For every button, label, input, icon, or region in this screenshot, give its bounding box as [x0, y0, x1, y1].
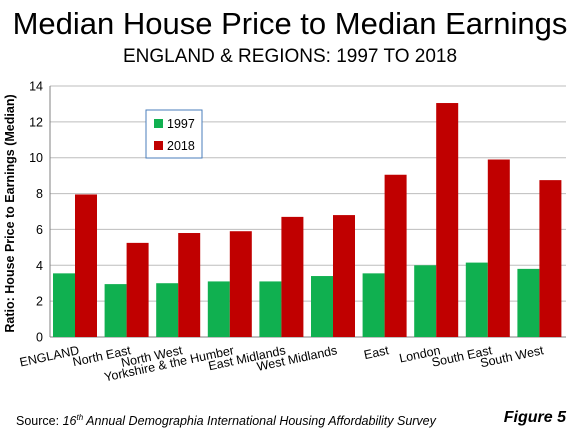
- bar-1997: [465, 262, 488, 337]
- y-tick-label: 6: [36, 223, 43, 237]
- source-prefix: Source:: [16, 414, 63, 429]
- legend-swatch-1997: [154, 119, 163, 128]
- bar-1997: [156, 283, 179, 337]
- bar-1997: [104, 284, 127, 337]
- y-tick-label: 14: [29, 80, 43, 94]
- bar-1997: [259, 281, 282, 337]
- bar-2018: [539, 180, 562, 337]
- legend-swatch-2018: [154, 141, 163, 150]
- y-tick-label: 4: [36, 259, 43, 273]
- bar-2018: [487, 159, 510, 337]
- bar-1997: [53, 273, 75, 337]
- legend-label-1997: 1997: [167, 117, 195, 131]
- y-tick-label: 12: [29, 115, 43, 129]
- source-ordinal: 16: [62, 414, 77, 429]
- bar-2018: [436, 103, 459, 338]
- y-tick-label: 8: [36, 187, 43, 201]
- x-tick-label: East: [363, 343, 391, 362]
- bar-2018: [126, 242, 149, 337]
- bar-1997: [362, 273, 385, 337]
- y-tick-label: 0: [36, 331, 43, 345]
- bar-2018: [281, 216, 304, 337]
- bar-1997: [414, 265, 437, 337]
- bar-2018: [384, 174, 407, 337]
- y-tick-label: 2: [36, 295, 43, 309]
- y-tick-label: 10: [29, 151, 43, 165]
- source-ordinal-suffix: th: [76, 413, 84, 422]
- bar-2018: [333, 215, 355, 337]
- y-axis-label: Ratio: House Price to Earnings (Median): [3, 94, 17, 332]
- source-title: Annual Demographia International Housing…: [83, 414, 436, 429]
- source-note: Source: 16th Annual Demographia Internat…: [16, 413, 436, 428]
- bar-2018: [75, 194, 97, 337]
- legend-label-2018: 2018: [167, 139, 195, 153]
- chart-title: Median House Price to Median Earnings: [12, 6, 568, 41]
- figure-label: Figure 5: [503, 409, 566, 426]
- bar-2018: [229, 231, 252, 337]
- chart-subtitle: ENGLAND & REGIONS: 1997 TO 2018: [122, 46, 458, 67]
- bar-1997: [517, 268, 540, 337]
- bar-2018: [178, 233, 201, 337]
- bar-1997: [311, 276, 333, 337]
- bar-1997: [207, 281, 230, 337]
